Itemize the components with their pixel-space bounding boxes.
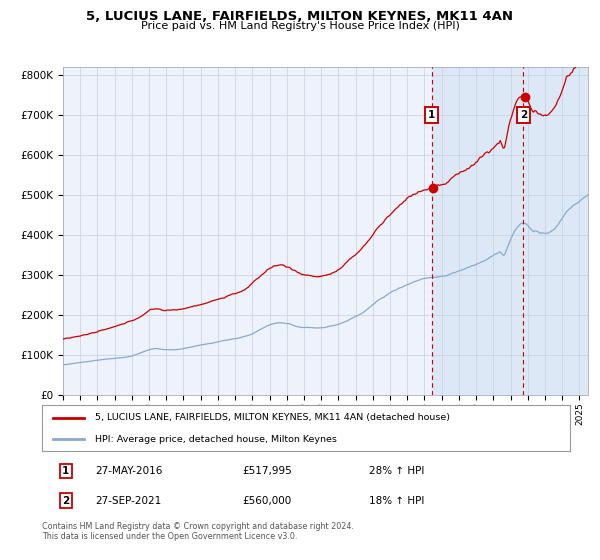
Text: 5, LUCIUS LANE, FAIRFIELDS, MILTON KEYNES, MK11 4AN (detached house): 5, LUCIUS LANE, FAIRFIELDS, MILTON KEYNE… xyxy=(95,413,450,422)
Text: 18% ↑ HPI: 18% ↑ HPI xyxy=(370,496,425,506)
Bar xyxy=(431,67,588,395)
Text: £517,995: £517,995 xyxy=(242,466,292,476)
Text: Price paid vs. HM Land Registry's House Price Index (HPI): Price paid vs. HM Land Registry's House … xyxy=(140,21,460,31)
Text: 28% ↑ HPI: 28% ↑ HPI xyxy=(370,466,425,476)
Text: 1: 1 xyxy=(428,110,435,120)
Text: 1: 1 xyxy=(62,466,70,476)
Text: Contains HM Land Registry data © Crown copyright and database right 2024.
This d: Contains HM Land Registry data © Crown c… xyxy=(42,522,354,542)
Text: 27-SEP-2021: 27-SEP-2021 xyxy=(95,496,161,506)
Text: 5, LUCIUS LANE, FAIRFIELDS, MILTON KEYNES, MK11 4AN: 5, LUCIUS LANE, FAIRFIELDS, MILTON KEYNE… xyxy=(86,10,514,23)
Text: 27-MAY-2016: 27-MAY-2016 xyxy=(95,466,162,476)
Text: 2: 2 xyxy=(62,496,70,506)
Text: 2: 2 xyxy=(520,110,527,120)
Text: HPI: Average price, detached house, Milton Keynes: HPI: Average price, detached house, Milt… xyxy=(95,435,337,444)
Text: £560,000: £560,000 xyxy=(242,496,292,506)
